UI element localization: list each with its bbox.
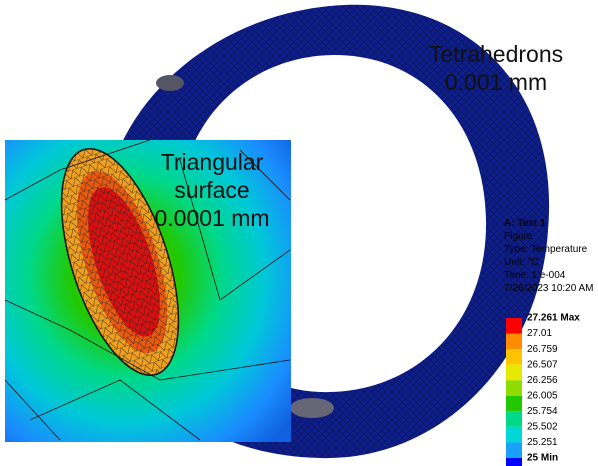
legend-swatch — [506, 442, 522, 458]
legend-swatch — [506, 349, 522, 365]
legend-label: 27.01 — [527, 328, 552, 339]
info-line: Unit: °C — [504, 257, 539, 268]
info-line: Time: 1.e-004 — [504, 270, 566, 281]
legend-swatch — [506, 427, 522, 443]
page: {"annotations": {"mesh_3d": ["Tetrahedro… — [0, 0, 598, 466]
legend-swatch — [506, 396, 522, 412]
mesh-label: 0.001 mm — [445, 69, 547, 95]
legend-swatch — [506, 458, 522, 466]
legend-label: 26.256 — [527, 375, 558, 386]
info-line: Type: Temperature — [504, 244, 588, 255]
legend-label: 25.754 — [527, 406, 558, 417]
info-line: Figure — [504, 231, 533, 242]
legend-swatch — [506, 380, 522, 396]
surface-label: Triangular — [161, 149, 264, 175]
legend-swatch — [506, 318, 522, 334]
scene: Tetrahedrons0.001 mm Triangularsurface0.0… — [0, 0, 598, 466]
legend-swatch — [506, 365, 522, 381]
legend-label: 25 Min — [527, 453, 558, 464]
mesh-label: Tetrahedrons — [429, 41, 563, 67]
info-line: 7/26/2023 10:20 AM — [504, 283, 594, 294]
legend-label: 26.507 — [527, 359, 558, 370]
surface-label: 0.0001 mm — [154, 205, 269, 231]
legend-label: 25.251 — [527, 437, 558, 448]
legend-label: 25.502 — [527, 422, 558, 433]
info-line: A: Test 1 — [504, 218, 546, 229]
surface-label: surface — [174, 177, 249, 203]
legend-label: 26.005 — [527, 390, 558, 401]
legend-label: 26.759 — [527, 344, 558, 355]
legend-label: 27.261 Max — [527, 313, 580, 324]
hole — [156, 75, 184, 91]
legend: 27.261 Max 27.01 26.759 26.507 26.256 26.005 2… — [506, 313, 580, 466]
hole — [290, 398, 334, 418]
legend-swatch — [506, 334, 522, 350]
legend-swatch — [506, 411, 522, 427]
